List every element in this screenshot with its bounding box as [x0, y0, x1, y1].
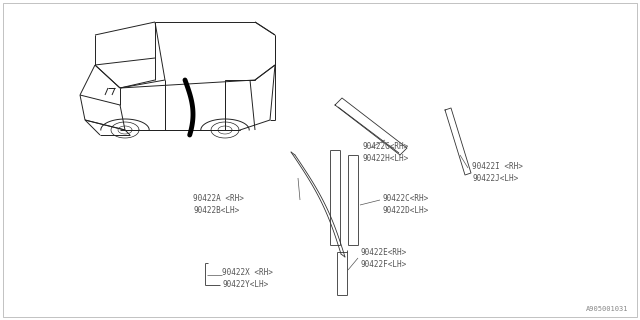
- Text: 90422E<RH>
90422F<LH>: 90422E<RH> 90422F<LH>: [360, 248, 406, 269]
- Text: 90422C<RH>
90422D<LH>: 90422C<RH> 90422D<LH>: [382, 194, 428, 215]
- Text: 90422G<RH>
90422H<LH>: 90422G<RH> 90422H<LH>: [362, 142, 408, 163]
- Text: 90422A <RH>
90422B<LH>: 90422A <RH> 90422B<LH>: [193, 194, 244, 215]
- Text: 90422I <RH>
90422J<LH>: 90422I <RH> 90422J<LH>: [472, 162, 523, 183]
- Text: 90422X <RH>
90422Y<LH>: 90422X <RH> 90422Y<LH>: [222, 268, 273, 289]
- Text: A905001031: A905001031: [586, 306, 628, 312]
